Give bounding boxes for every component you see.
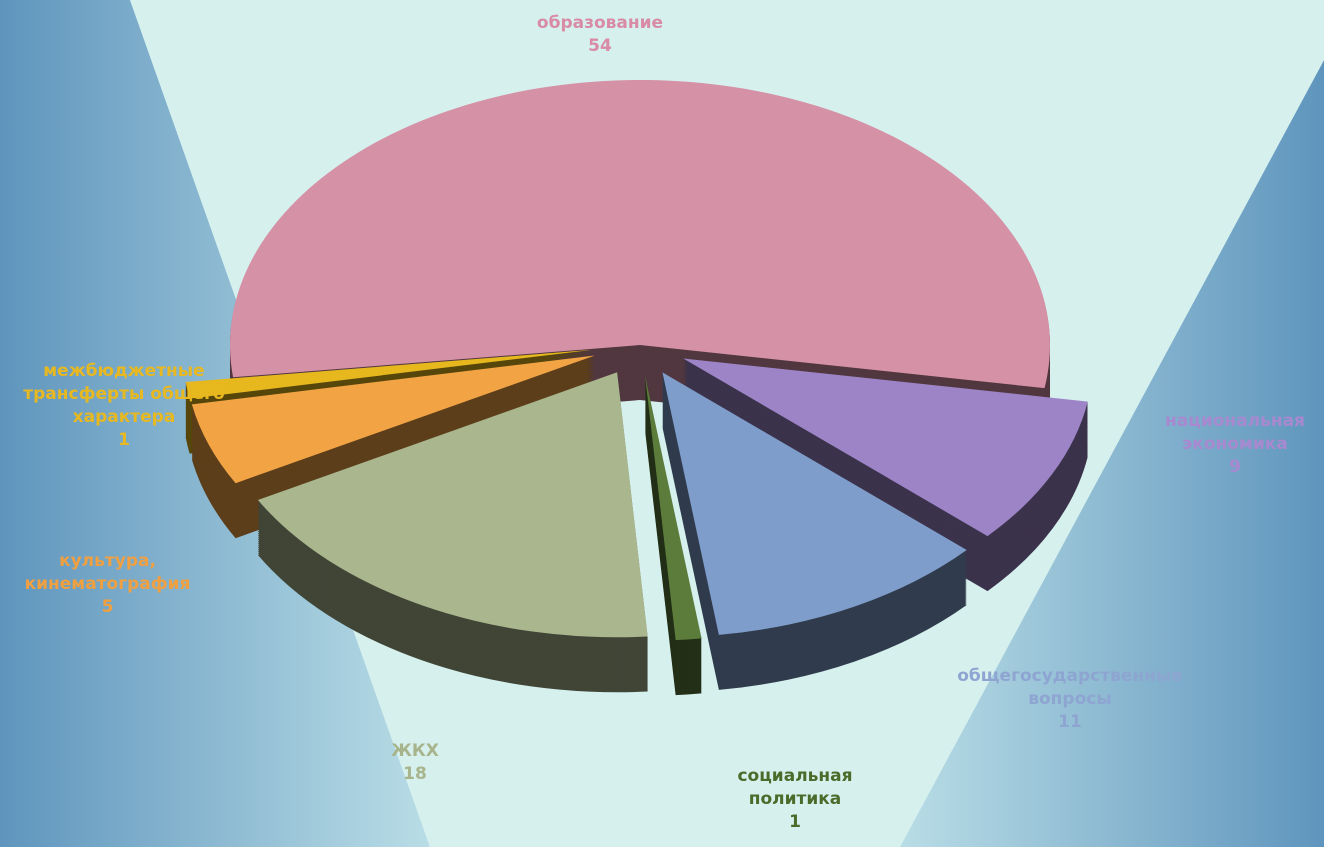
category-label: общегосударственные вопросы [957, 666, 1183, 709]
category-label: социальная политика [737, 766, 853, 809]
category-label: межбюджетные трансферты общего характера [23, 361, 225, 427]
slice [191, 355, 595, 484]
value-label: 54 [588, 36, 612, 56]
category-label: национальная экономика [1165, 411, 1305, 454]
value-label: 18 [403, 764, 427, 784]
slice [257, 372, 648, 638]
value-label: 11 [1058, 712, 1082, 732]
slice [185, 349, 593, 399]
slice [230, 79, 1051, 389]
pie [185, 79, 1088, 696]
slice [662, 372, 967, 635]
decor-right [900, 0, 1324, 847]
slice [645, 375, 702, 641]
data-label: ЖКХ 18 [340, 740, 490, 786]
slice [683, 358, 1088, 537]
data-label: национальная экономика 9 [1140, 410, 1324, 479]
data-label: культура, кинематография 5 [0, 550, 215, 619]
data-label: межбюджетные трансферты общего характера… [0, 360, 248, 452]
data-label: социальная политика 1 [715, 765, 875, 834]
slice-side-layer [185, 352, 593, 402]
data-label: общегосударственные вопросы 11 [945, 665, 1195, 734]
slice-side-layer [185, 354, 593, 404]
category-label: образование [536, 13, 664, 33]
value-label: 1 [118, 430, 130, 450]
category-label: культура, кинематография [24, 551, 191, 594]
value-label: 1 [789, 812, 801, 832]
category-label: ЖКХ [391, 741, 439, 761]
value-label: 9 [1229, 457, 1241, 477]
slice-side-layer [185, 350, 593, 400]
value-label: 5 [101, 597, 114, 617]
data-label: образование 54 [520, 12, 680, 58]
